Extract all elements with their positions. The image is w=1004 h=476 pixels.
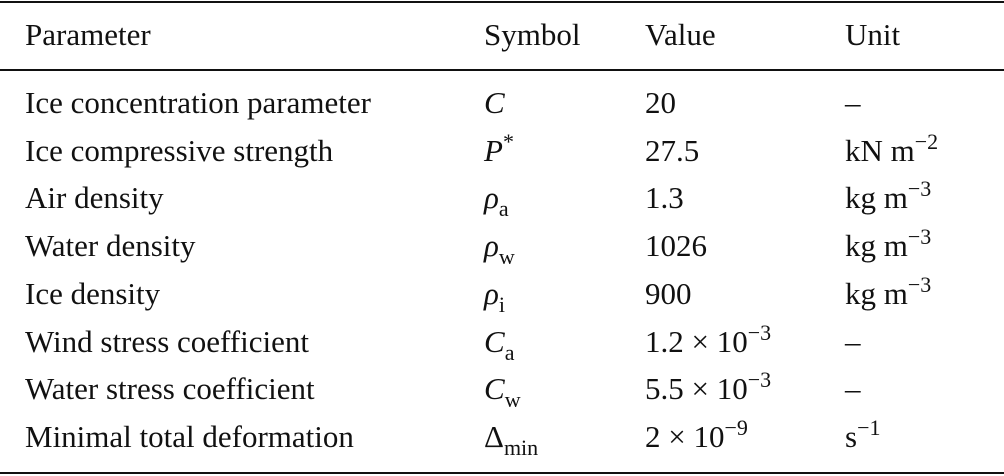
table-cell: 20	[645, 85, 676, 120]
cell-text: ρ	[484, 228, 499, 264]
cell-sub: w	[504, 387, 521, 413]
table-cell: C	[484, 87, 505, 118]
cell-text: C	[484, 323, 505, 359]
cell-sup: −3	[907, 271, 932, 297]
cell-text: kg m	[845, 180, 908, 216]
cell-sub: min	[503, 434, 539, 460]
table-cell: kg m−3	[845, 226, 931, 264]
cell-sup: −3	[747, 367, 772, 393]
table-cell: 27.5	[645, 132, 700, 168]
table-cell: Air density	[25, 180, 164, 216]
cell-sub: a	[504, 339, 515, 365]
cell-sup: −9	[724, 414, 748, 440]
table-cell: ρa	[484, 180, 509, 220]
table-cell: Ice concentration parameter	[25, 85, 371, 120]
table-cell: Δmin	[484, 418, 538, 459]
table-cell: 2 × 10−9	[645, 416, 748, 454]
table-cell: 5.5 × 10−3	[645, 369, 771, 407]
table-cell: kN m−2	[845, 130, 938, 168]
cell-text: kN m	[845, 132, 915, 168]
cell-text: C	[484, 371, 505, 407]
cell-text: 2 × 10	[645, 418, 725, 454]
table-cell: kg m−3	[845, 178, 931, 216]
table-cell: 1.2 × 10−3	[645, 321, 771, 359]
bottom-rule	[0, 472, 1004, 474]
top-rule	[0, 1, 1004, 3]
cell-text: 1.2 × 10	[645, 323, 748, 359]
cell-sup: *	[502, 128, 514, 154]
cell-text: kg m	[845, 228, 908, 264]
cell-sub: i	[498, 291, 506, 317]
table-cell: s−1	[845, 416, 881, 454]
table-cell: –	[845, 371, 861, 407]
cell-sup: −1	[857, 414, 881, 440]
table-cell: Minimal total deformation	[25, 418, 354, 454]
table-cell: Wind stress coefficient	[25, 323, 309, 359]
table-cell: ρi	[484, 275, 505, 316]
table-cell: 1.3	[645, 180, 684, 216]
table-cell: Water density	[25, 228, 196, 264]
table-cell: Ca	[484, 323, 514, 364]
table-cell: Ice density	[25, 275, 161, 311]
cell-text: s	[845, 418, 858, 454]
header-cell: Symbol	[484, 17, 581, 52]
cell-text: Δ	[484, 418, 504, 454]
table-cell: –	[845, 323, 861, 359]
cell-sup: −2	[914, 128, 939, 154]
cell-sub: w	[498, 244, 515, 270]
table-cell: 1026	[645, 228, 707, 264]
header-cell: Unit	[845, 17, 901, 52]
header-cell: Parameter	[25, 17, 151, 52]
table-cell: P*	[484, 130, 514, 168]
cell-text: 5.5 × 10	[645, 371, 748, 407]
table-cell: Water stress coefficient	[25, 371, 315, 407]
cell-text: kg m	[845, 275, 908, 311]
table-cell: –	[845, 85, 861, 120]
table-cell: Cw	[484, 371, 521, 411]
table-cell: ρw	[484, 228, 515, 268]
cell-text: ρ	[484, 275, 499, 311]
cell-text: P	[484, 132, 503, 168]
header-cell: Value	[645, 17, 716, 52]
cell-text: C	[484, 85, 505, 120]
cell-text: ρ	[484, 180, 499, 216]
cell-sup: −3	[907, 176, 932, 202]
cell-sup: −3	[907, 224, 932, 250]
mid-rule	[0, 69, 1004, 71]
cell-sup: −3	[747, 319, 772, 345]
cell-sub: a	[498, 196, 509, 222]
table-cell: Ice compressive strength	[25, 132, 334, 168]
table-cell: kg m−3	[845, 273, 931, 311]
table-cell: 900	[645, 275, 692, 311]
